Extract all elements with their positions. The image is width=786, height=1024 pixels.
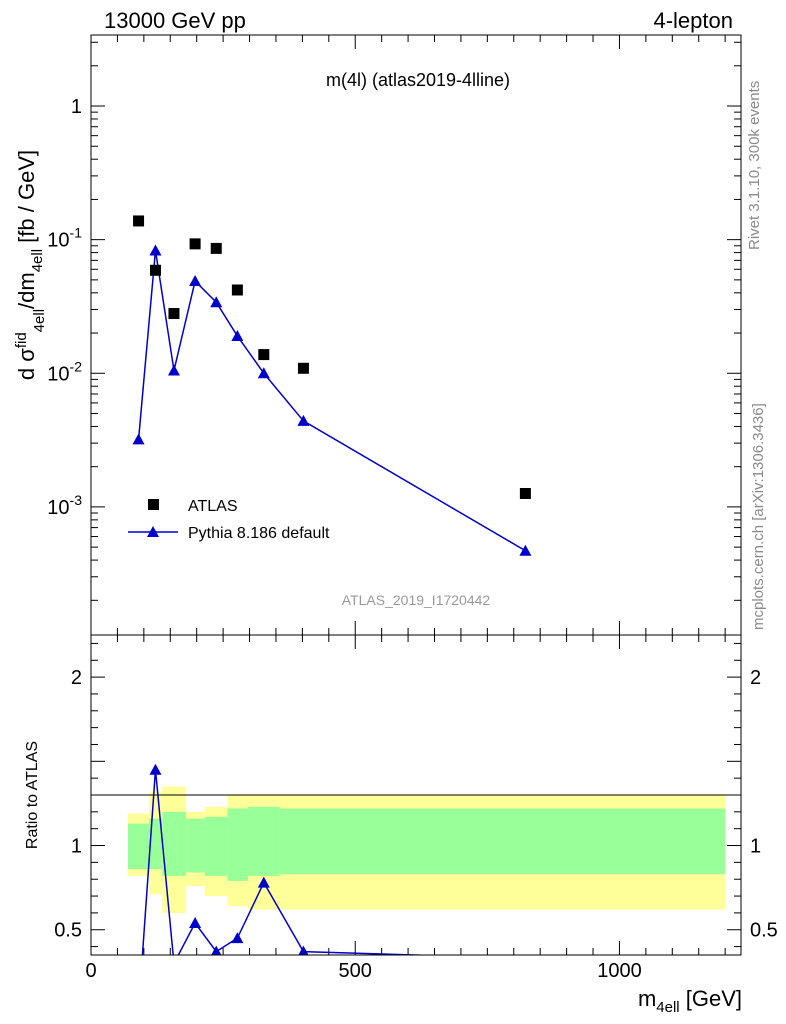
ratio-plot-panel: 0.5 0.5 1 1 2 2 0 500 1000 Ratio to ATLAS m4ell … xyxy=(24,634,778,1016)
ratio-y-tick-label-right: 2 xyxy=(750,667,761,689)
atlas-point xyxy=(168,308,180,320)
pythia-point xyxy=(132,433,145,445)
x-tick-label: 0 xyxy=(85,960,96,982)
main-plot-frame xyxy=(90,34,742,636)
x-tick-label: 1000 xyxy=(597,960,642,982)
pythia-point xyxy=(167,364,180,376)
atlas-point xyxy=(133,215,145,227)
legend-label-pythia: Pythia 8.186 default xyxy=(188,525,330,542)
legend-label-atlas: ATLAS xyxy=(188,498,238,515)
main-plot-title: m(4l) (atlas2019-4lline) xyxy=(326,70,510,90)
ratio-pythia-point xyxy=(231,932,244,944)
ratio-y-tick-label-left: 1 xyxy=(71,836,82,858)
atlas-point xyxy=(210,242,222,254)
pythia-point xyxy=(257,367,270,379)
pythia-point xyxy=(149,244,162,256)
main-y-axis-label: d σfid4ell/dm4ell [fb / GeV] xyxy=(13,150,48,380)
main-y-tick-label: 10-2 xyxy=(47,358,82,385)
ratio-y-tick-label-left: 0.5 xyxy=(54,920,82,942)
ratio-band-inner xyxy=(279,808,726,875)
atlas-point xyxy=(231,284,243,296)
ratio-pythia-point xyxy=(211,945,222,955)
ratio-pythia-point xyxy=(189,917,202,928)
ratio-band-inner xyxy=(227,808,248,881)
ratio-y-tick-label-right: 1 xyxy=(750,836,761,858)
ratio-band-inner xyxy=(204,816,228,876)
atlas-point xyxy=(149,264,161,276)
ratio-y-axis-label: Ratio to ATLAS xyxy=(24,741,41,849)
ratio-pythia-point xyxy=(257,876,270,888)
main-y-tick-labels: 1 10-1 10-2 10-3 xyxy=(47,96,82,519)
pythia-point xyxy=(189,275,202,287)
main-y-tick-label: 10-1 xyxy=(47,225,82,252)
ratio-axis-ticks xyxy=(90,635,741,955)
pythia-point xyxy=(297,414,310,426)
main-plot-panel: m(4l) (atlas2019-4lline) 1 10-1 10-2 10-3 A… xyxy=(13,34,742,636)
main-y-tick-label: 10-3 xyxy=(47,492,82,519)
ratio-y-tick-label-right: 0.5 xyxy=(750,920,778,942)
atlas-point xyxy=(297,362,309,374)
atlas-point xyxy=(519,487,531,499)
legend: ATLAS Pythia 8.186 default xyxy=(128,498,330,542)
ratio-tick-labels: 0.5 0.5 1 1 2 2 0 500 1000 xyxy=(54,667,778,982)
pythia-point xyxy=(519,544,532,556)
main-y-tick-label: 1 xyxy=(71,96,82,118)
ratio-band-inner xyxy=(149,818,163,870)
header-energy: 13000 GeV pp xyxy=(104,8,246,33)
main-axis-ticks xyxy=(90,35,741,635)
ratio-pythia-point xyxy=(149,763,162,775)
ratio-band-inner xyxy=(162,811,187,876)
atlas-point xyxy=(258,349,270,361)
ratio-band-inner xyxy=(247,806,280,876)
legend-marker-pythia xyxy=(147,526,159,537)
pythia-point xyxy=(231,330,244,342)
ratio-plot-frame xyxy=(90,634,742,956)
analysis-label: ATLAS_2019_I1720442 xyxy=(342,592,491,608)
ratio-band-inner xyxy=(127,823,150,870)
pythia-point xyxy=(210,296,223,308)
x-tick-label: 500 xyxy=(339,960,372,982)
x-axis-label: m4ell [GeV] xyxy=(638,986,742,1016)
ratio-band-inner xyxy=(186,818,205,873)
header-process: 4-lepton xyxy=(653,8,733,33)
legend-marker-atlas xyxy=(148,499,159,510)
ratio-pythia-point xyxy=(298,945,309,955)
rivet-version-label: Rivet 3.1.10, 300k events xyxy=(746,81,763,250)
atlas-point xyxy=(189,238,201,250)
ratio-y-tick-label-left: 2 xyxy=(71,667,82,689)
mcplots-label: mcplots.cern.ch [arXiv:1306.3436] xyxy=(750,403,767,630)
